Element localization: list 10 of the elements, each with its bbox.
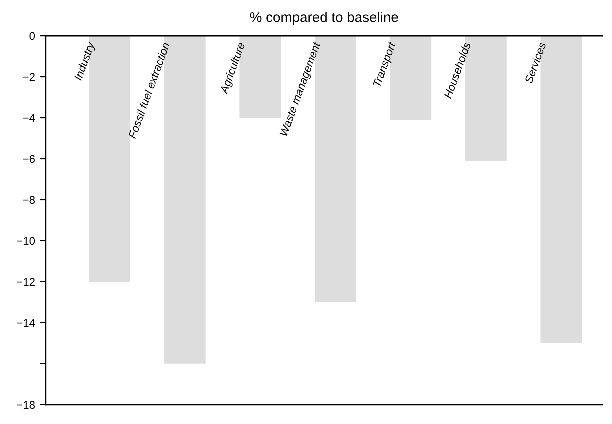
y-tick-label: −14 [17, 319, 36, 327]
chart-title: % compared to baseline [250, 12, 398, 26]
y-tick-label: −6 [23, 155, 35, 164]
y-tick-label: 0 [30, 32, 36, 40]
y-tick-label: −2 [23, 73, 35, 82]
y-tick-label: −10 [17, 237, 36, 246]
y-tick-label: −18 [17, 401, 35, 410]
y-tick-label: −8 [23, 196, 35, 204]
y-tick-label: −12 [17, 278, 35, 286]
y-tick-label: −4 [23, 114, 36, 122]
